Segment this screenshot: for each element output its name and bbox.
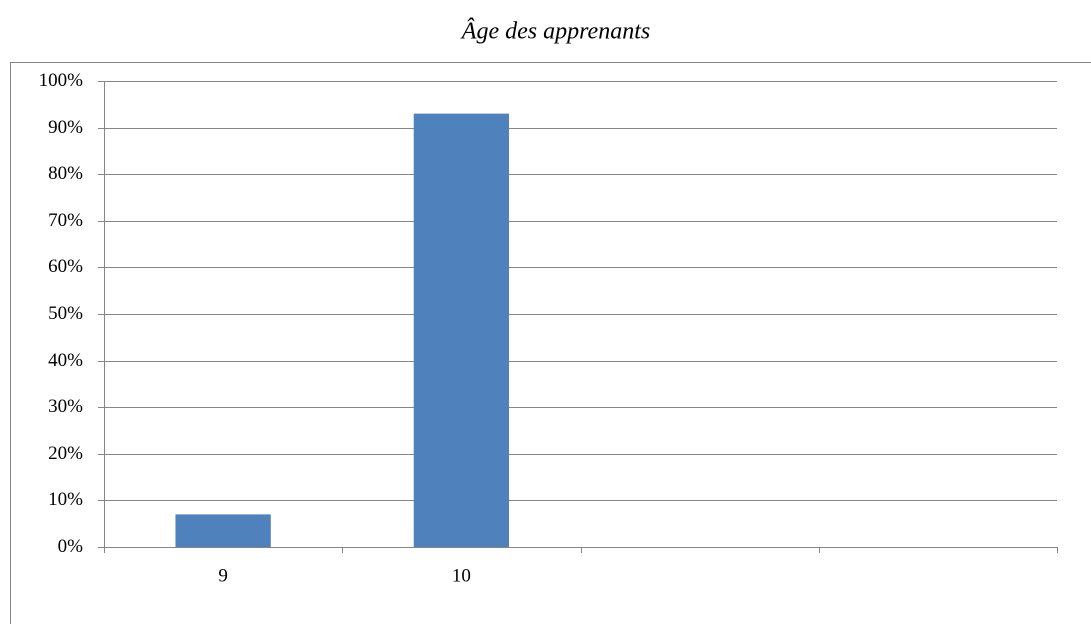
y-tick-label: 60% [48,256,83,277]
x-tick-label: 9 [218,565,228,586]
x-tick-label: 10 [452,565,471,586]
y-tick-label: 100% [39,70,84,91]
chart-border [10,62,1091,624]
bar [175,514,271,547]
y-tick-label: 30% [48,396,83,417]
y-tick-label: 80% [48,163,83,184]
y-tick-label: 50% [48,303,83,324]
y-tick-label: 40% [48,350,83,371]
chart-title: Âge des apprenants [460,19,650,45]
y-tick-label: 20% [48,443,83,464]
y-tick-label: 90% [48,117,83,138]
y-tick-label: 0% [58,536,84,557]
y-tick-label: 70% [48,210,83,231]
bar [413,113,510,548]
y-tick-label: 10% [48,489,83,510]
